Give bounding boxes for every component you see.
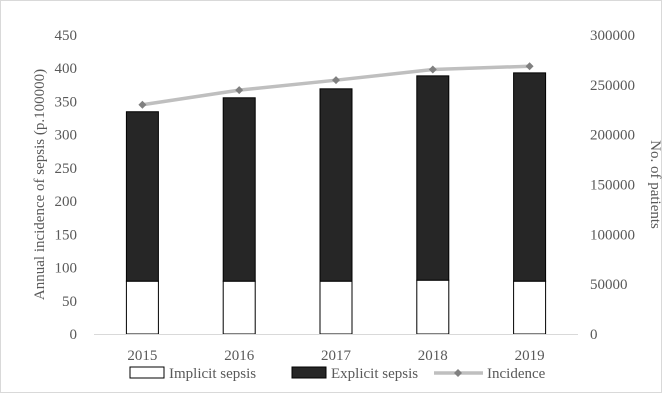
x-tick-label: 2017 (321, 348, 352, 364)
y-right-tick-label: 150000 (590, 178, 635, 194)
bar-explicit-sepsis (222, 97, 256, 282)
x-tick-label: 2018 (418, 348, 448, 364)
x-tick-label: 2016 (224, 348, 255, 364)
bar-explicit-sepsis (416, 75, 450, 281)
y-left-tick-label: 100 (55, 261, 78, 277)
bar-implicit-sepsis (125, 280, 159, 335)
x-tick-label: 2019 (515, 348, 545, 364)
bar-explicit-sepsis (125, 111, 159, 282)
y-left-tick-label: 400 (55, 61, 78, 77)
legend-label-explicit-sepsis: Explicit sepsis (331, 366, 418, 382)
y-right-tick-label: 250000 (590, 78, 635, 94)
y-right-tick-label: 0 (590, 327, 598, 343)
incidence-marker (235, 86, 244, 95)
bar-implicit-sepsis (416, 279, 450, 335)
bar-explicit-sepsis (319, 88, 353, 282)
legend-swatch-implicit-sepsis (129, 366, 165, 379)
y-left-tick-label: 0 (70, 327, 78, 343)
incidence-marker (332, 76, 340, 85)
x-tick-label: 2015 (127, 348, 157, 364)
bar-explicit-sepsis (513, 72, 547, 282)
legend-marker-incidence (454, 369, 462, 377)
y-right-tick-label: 200000 (590, 128, 635, 144)
bar-implicit-sepsis (222, 280, 256, 335)
bar-implicit-sepsis (319, 280, 353, 335)
y-left-axis-title: Annual incidence of sepsis (p.100000) (32, 69, 48, 300)
y-left-tick-label: 50 (62, 294, 77, 310)
bar-implicit-sepsis (513, 280, 547, 335)
y-right-tick-label: 50000 (590, 277, 628, 293)
y-right-axis-title: No. of patients (647, 140, 662, 229)
y-right-tick-label: 300000 (590, 28, 635, 44)
y-left-tick-label: 300 (55, 128, 78, 144)
incidence-marker (428, 65, 437, 74)
y-left-tick-label: 450 (55, 28, 78, 44)
legend-label-implicit-sepsis: Implicit sepsis (169, 366, 256, 382)
legend-label-incidence: Incidence (487, 366, 546, 382)
y-left-tick-label: 150 (55, 227, 78, 243)
y-left-tick-label: 200 (55, 194, 78, 210)
y-right-tick-label: 100000 (590, 227, 635, 243)
y-left-tick-label: 350 (55, 94, 78, 110)
y-left-tick-label: 250 (55, 161, 78, 177)
incidence-marker (525, 62, 534, 71)
incidence-marker (138, 100, 147, 109)
legend-swatch-explicit-sepsis (291, 366, 327, 379)
